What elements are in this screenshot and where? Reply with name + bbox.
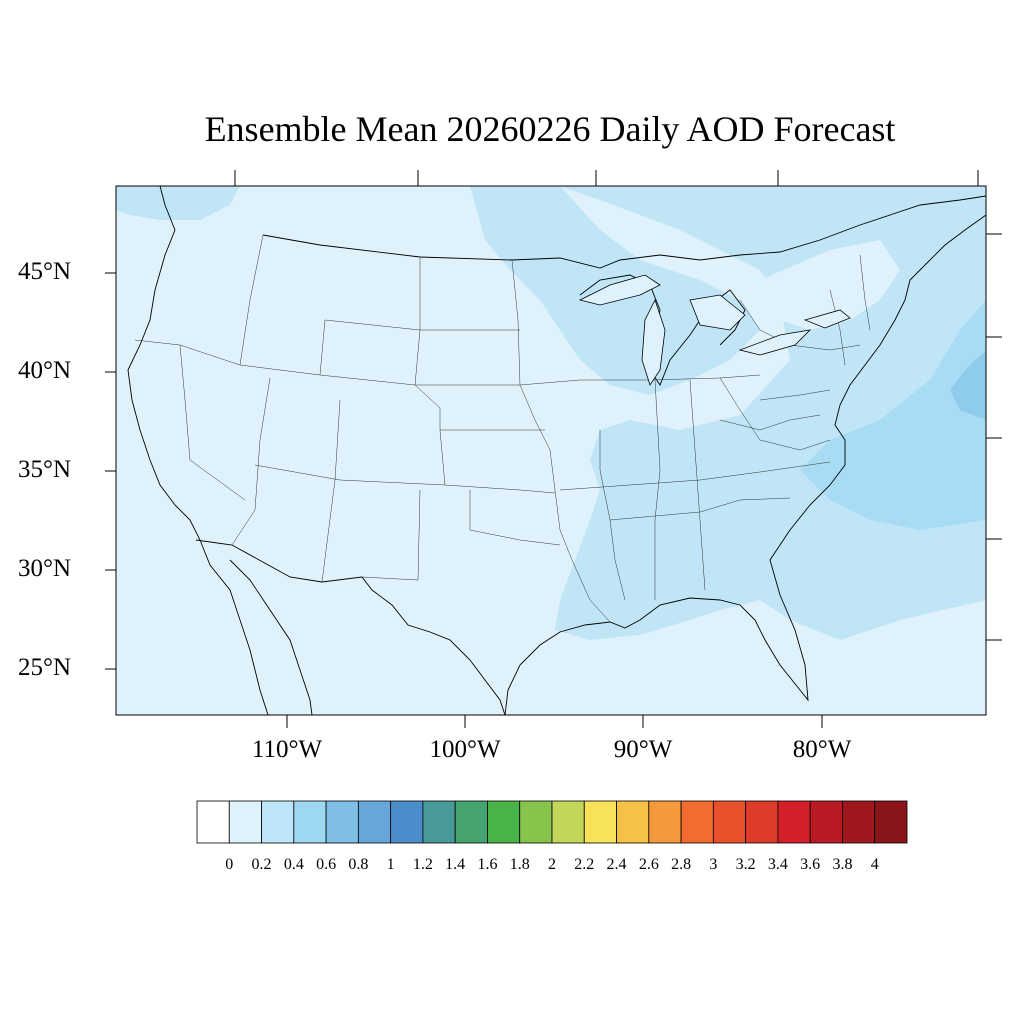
colorbar-tick-label: 2.8 (671, 856, 692, 873)
map-frame (115, 185, 987, 716)
colorbar-box (325, 800, 359, 844)
colorbar (196, 800, 908, 844)
colorbar-tick-label: 1.2 (412, 856, 433, 873)
colorbar-box (680, 800, 714, 844)
colorbar-box (745, 800, 779, 844)
colorbar-tick-label: 3.4 (767, 856, 788, 873)
colorbar-box (583, 800, 617, 844)
colorbar-tick-label: 1.8 (509, 856, 530, 873)
aod-plume-peak (950, 350, 986, 420)
colorbar-box (196, 800, 230, 844)
lat-label-35: 35°N (18, 456, 72, 483)
colorbar-tick-label: 0 (225, 856, 234, 873)
colorbar-box (228, 800, 262, 844)
colorbar-tick-label: 0.6 (316, 856, 337, 873)
colorbar-box (616, 800, 650, 844)
colorbar-box (809, 800, 843, 844)
colorbar-tick-label: 2 (548, 856, 556, 873)
colorbar-box (519, 800, 553, 844)
colorbar-box (842, 800, 876, 844)
colorbar-box (454, 800, 488, 844)
aod-clear-interior (760, 240, 900, 330)
colorbar-tick-label: 0.4 (283, 856, 304, 873)
colorbar-box (357, 800, 392, 844)
colorbar-box (487, 800, 521, 844)
colorbar-tick-label: 3.8 (832, 856, 853, 873)
great-lakes (578, 274, 851, 386)
colorbar-tick-label: 3 (709, 856, 718, 873)
colorbar-tick-label: 2.2 (574, 856, 595, 873)
colorbar-box (293, 800, 327, 844)
lon-label-80w: 80°W (792, 736, 852, 763)
state-boundaries (134, 234, 871, 623)
colorbar-box (648, 800, 682, 844)
lat-label-25: 25°N (18, 654, 72, 681)
colorbar-tick-label: 0.8 (348, 856, 369, 873)
colorbar-box (874, 800, 908, 844)
colorbar-tick-label: 0.2 (251, 856, 272, 873)
colorbar-box (390, 800, 424, 844)
lon-label-100w: 100°W (429, 736, 501, 763)
colorbar-tick-label: 1.6 (477, 856, 498, 873)
aod-plume-core (800, 300, 986, 530)
colorbar-tick-label: 2.4 (606, 856, 627, 873)
colorbar-tick-label: 3.6 (800, 856, 821, 873)
colorbar-box (777, 800, 811, 844)
lat-label-30: 30°N (18, 555, 72, 582)
lat-label-45: 45°N (18, 258, 72, 285)
colorbar-tick-label: 1.4 (445, 856, 466, 873)
colorbar-tick-label: 3.2 (735, 856, 756, 873)
colorbar-tick-label: 1 (386, 856, 395, 873)
colorbar-box (712, 800, 747, 844)
colorbar-box (422, 800, 456, 844)
colorbar-box (551, 800, 585, 844)
lat-label-40: 40°N (18, 357, 72, 384)
axis-ticks (105, 170, 1002, 728)
chart-title: Ensemble Mean 20260226 Daily AOD Forecas… (204, 109, 896, 149)
lon-label-90w: 90°W (613, 736, 673, 763)
colorbar-tick-label: 4 (870, 856, 879, 873)
lon-label-110w: 110°W (251, 736, 323, 763)
aod-plume-northwest (116, 186, 240, 220)
colorbar-tick-label: 2.6 (638, 856, 659, 873)
colorbar-box (261, 800, 295, 844)
